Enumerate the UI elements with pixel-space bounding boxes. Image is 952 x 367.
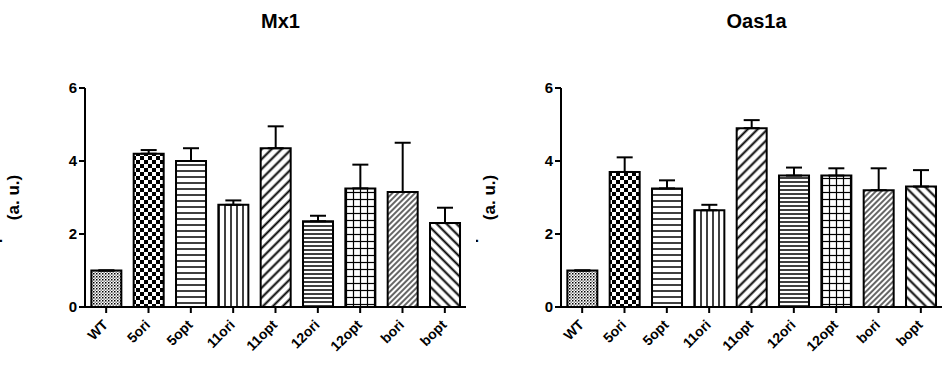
svg-text:11ori: 11ori bbox=[203, 316, 237, 350]
svg-text:bori: bori bbox=[377, 316, 407, 346]
svg-text:12ori: 12ori bbox=[764, 316, 799, 351]
svg-text:WT: WT bbox=[84, 316, 111, 343]
svg-text:5opt: 5opt bbox=[163, 316, 195, 348]
svg-text:5ori: 5ori bbox=[124, 316, 153, 345]
svg-text:WT: WT bbox=[560, 316, 587, 343]
svg-text:bopt: bopt bbox=[417, 316, 450, 349]
svg-text:11opt: 11opt bbox=[719, 316, 756, 353]
svg-text:Expression ratio(a. u.): Expression ratio(a. u.) bbox=[8, 131, 23, 264]
svg-text:bori: bori bbox=[853, 316, 883, 346]
html-text:Oas1a: Oas1a bbox=[726, 10, 787, 32]
svg-text:5opt: 5opt bbox=[639, 316, 671, 348]
svg-text:5ori: 5ori bbox=[600, 316, 629, 345]
svg-text:Expression ratio(a. u.): Expression ratio(a. u.) bbox=[476, 131, 499, 264]
svg-text:12opt: 12opt bbox=[327, 316, 365, 354]
svg-text:11ori: 11ori bbox=[679, 316, 713, 350]
svg-text:2: 2 bbox=[69, 225, 77, 242]
svg-text:0: 0 bbox=[545, 298, 553, 315]
svg-text:12opt: 12opt bbox=[803, 316, 841, 354]
svg-text:2: 2 bbox=[545, 225, 553, 242]
svg-text:bopt: bopt bbox=[893, 316, 926, 349]
svg-text:6: 6 bbox=[69, 79, 77, 96]
svg-text:6: 6 bbox=[545, 79, 553, 96]
svg-text:0: 0 bbox=[69, 298, 77, 315]
svg-text:11opt: 11opt bbox=[243, 316, 280, 353]
svg-text:12ori: 12ori bbox=[288, 316, 323, 351]
svg-text:4: 4 bbox=[545, 152, 554, 169]
html-text:Mx1: Mx1 bbox=[261, 10, 300, 32]
svg-text:4: 4 bbox=[69, 152, 78, 169]
